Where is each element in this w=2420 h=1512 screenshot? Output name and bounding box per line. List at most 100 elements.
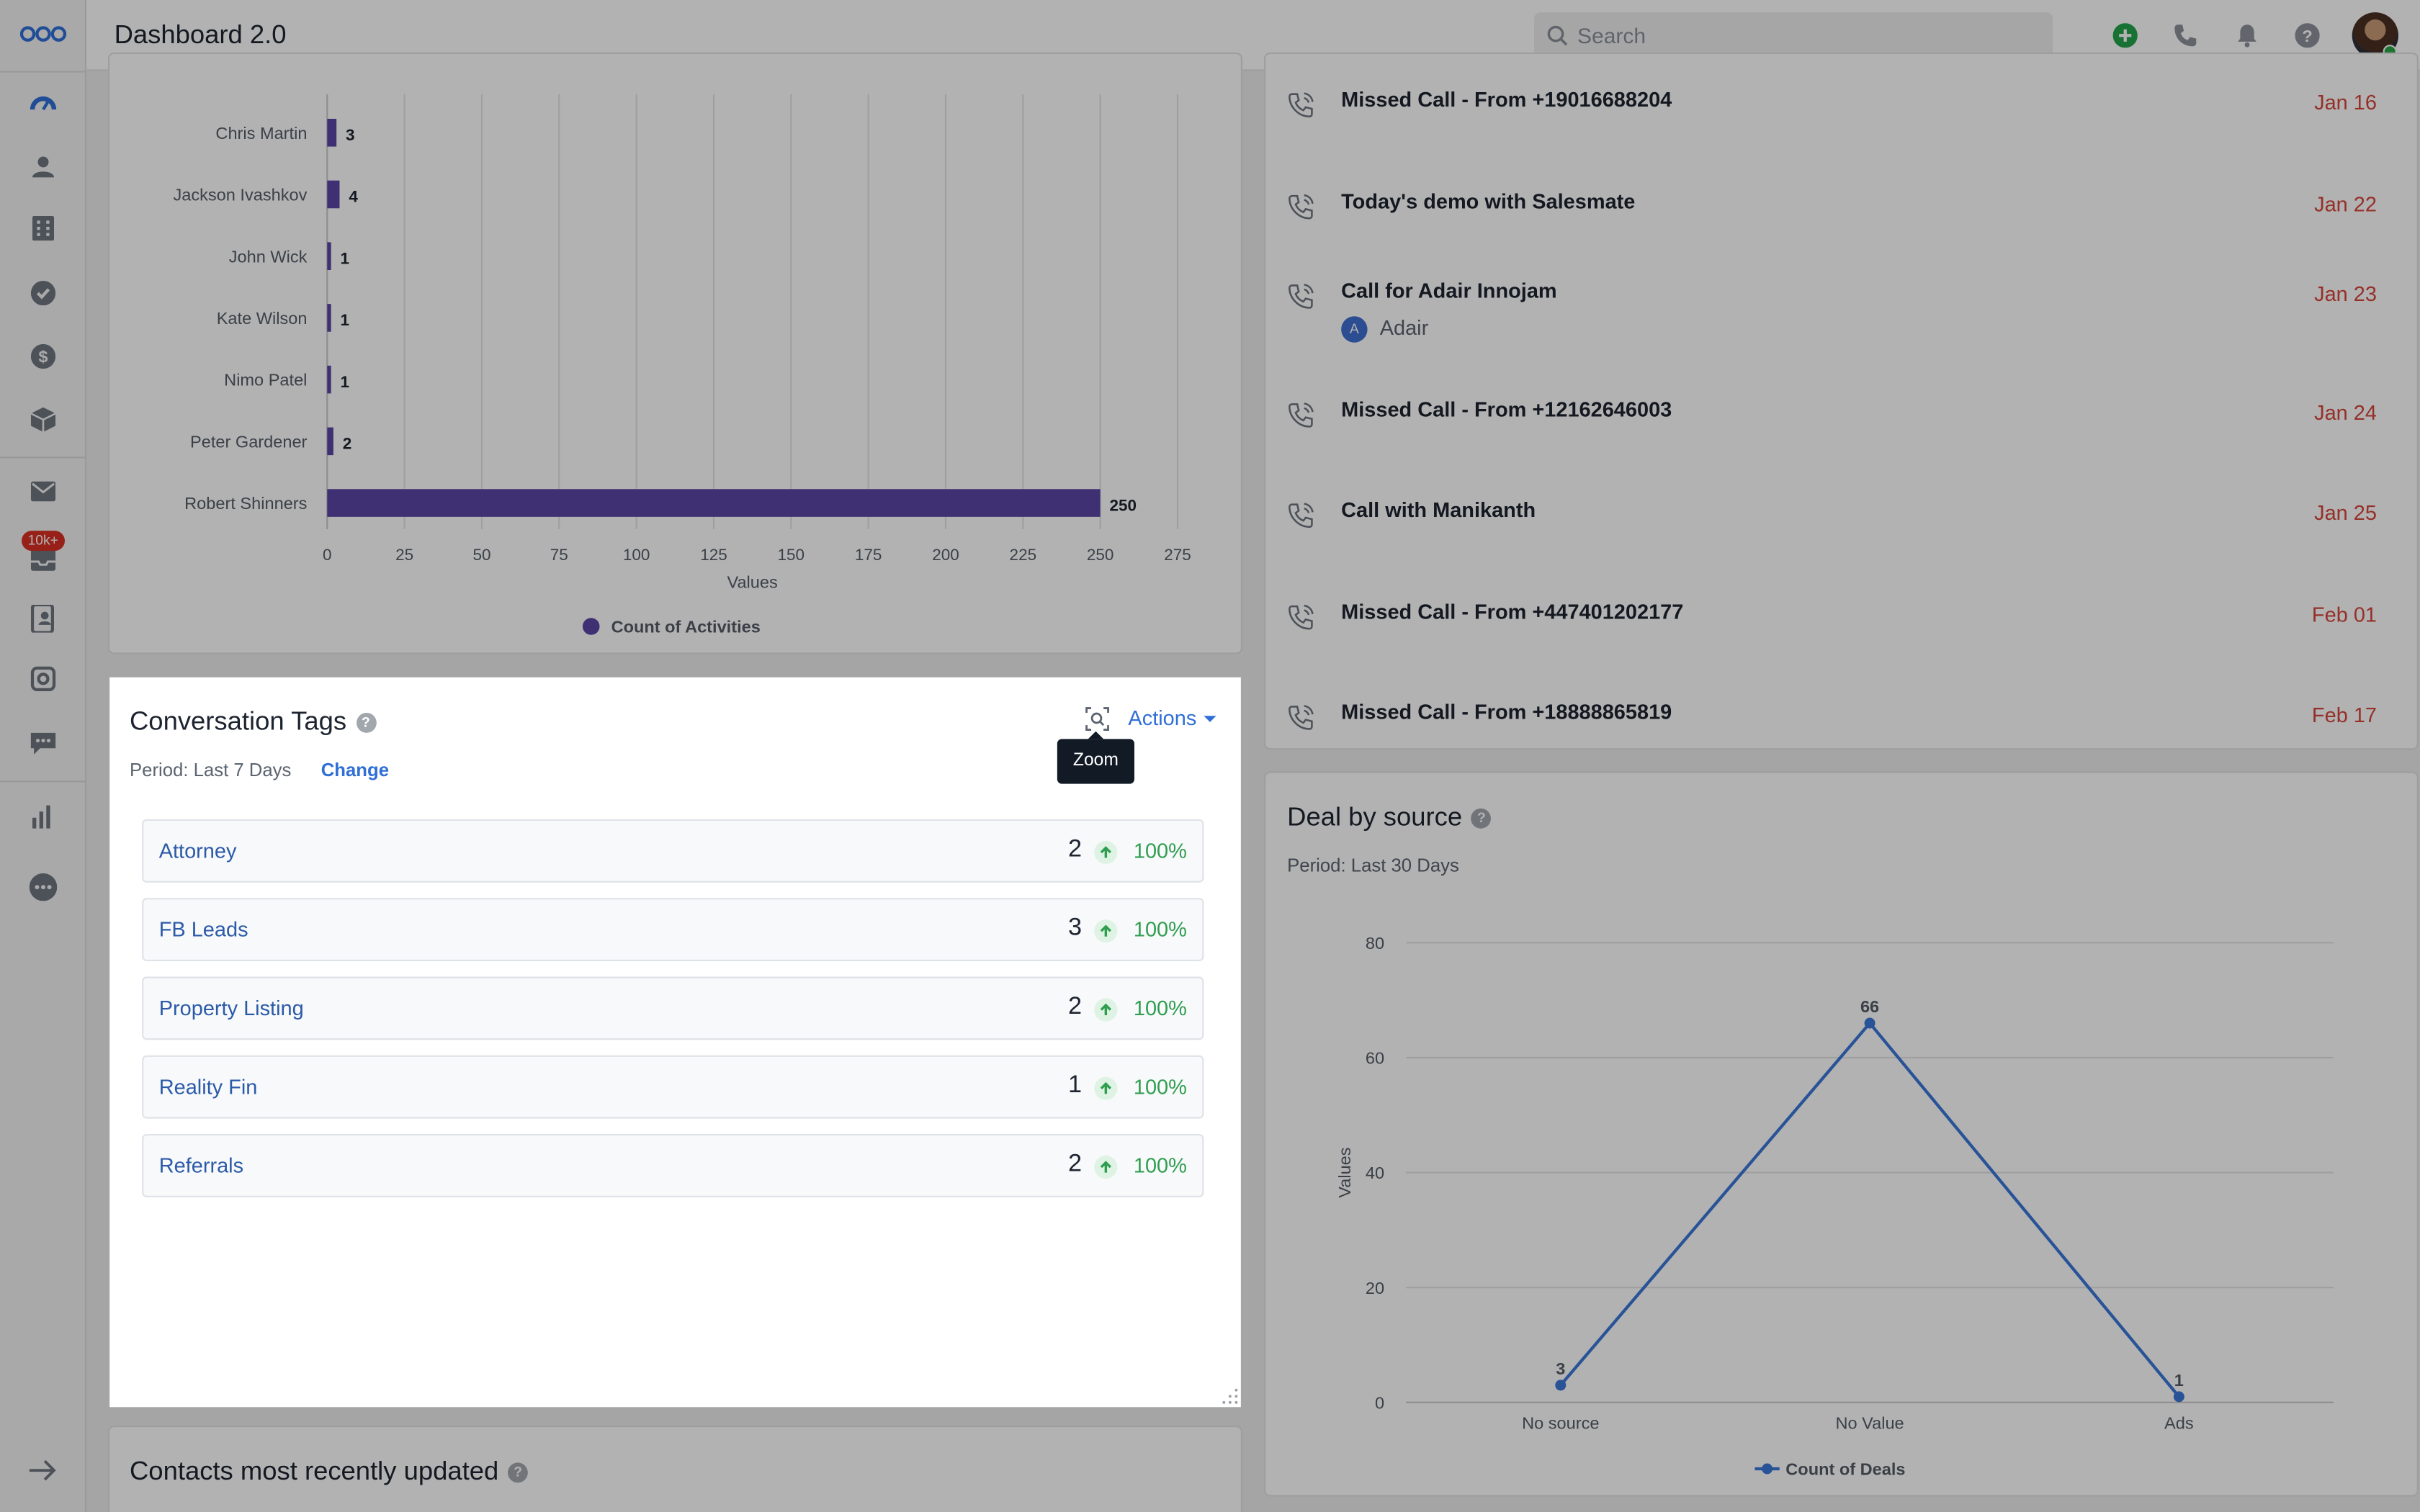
data-point[interactable] (2173, 1391, 2184, 1403)
contact-name: Adair (1379, 316, 1429, 340)
activity-row[interactable]: Today's demo with Salesmate Jan 22 (1265, 190, 2420, 267)
bar[interactable] (327, 119, 337, 147)
tag-row[interactable]: Reality Fin 1 100% (142, 1055, 1204, 1119)
help-icon[interactable]: ? (355, 712, 376, 733)
bar-value-label: 1 (341, 373, 350, 391)
sidebar: $ 10k+ (0, 0, 86, 1512)
tag-count: 1 (1068, 1072, 1083, 1099)
contacts-card-title: Contacts most recently updated? (130, 1457, 529, 1488)
help-icon[interactable]: ? (1471, 808, 1492, 829)
activity-date: Jan 24 (2314, 401, 2377, 425)
data-value-label: 1 (2174, 1371, 2184, 1390)
tag-name[interactable]: Property Listing (158, 996, 304, 1020)
contacts-card: Contacts most recently updated? (108, 1425, 1242, 1512)
activity-title[interactable]: Missed Call - From +447401202177 (1341, 600, 1684, 624)
tag-row[interactable]: Property Listing 2 100% (142, 976, 1204, 1040)
more-icon[interactable] (28, 872, 59, 903)
phone-call-icon (1289, 503, 1314, 528)
products-icon[interactable] (28, 404, 59, 435)
search-box[interactable] (1534, 12, 2053, 59)
reports-icon[interactable] (28, 801, 59, 832)
tag-row[interactable]: Referrals 2 100% (142, 1134, 1204, 1197)
email-icon[interactable] (28, 475, 59, 506)
bar[interactable] (327, 304, 331, 332)
activity-row[interactable]: Call with Manikanth Jan 25 (1265, 498, 2420, 575)
actions-dropdown[interactable]: Actions (1128, 706, 1217, 730)
x-category-label: No Value (1835, 1413, 1904, 1432)
add-icon[interactable] (2111, 22, 2139, 50)
activity-title[interactable]: Call for Adair Innojam (1341, 279, 1557, 302)
deals-icon[interactable]: $ (28, 341, 59, 372)
legend-label[interactable]: Count of Deals (1785, 1460, 1905, 1479)
x-category-label: No source (1522, 1413, 1599, 1432)
legend-label[interactable]: Count of Activities (611, 618, 761, 636)
data-point[interactable] (1555, 1380, 1567, 1391)
x-tick-label: 50 (472, 546, 490, 564)
tag-name[interactable]: Reality Fin (158, 1075, 258, 1099)
bar[interactable] (327, 489, 1101, 517)
tag-row[interactable]: Attorney 2 100% (142, 819, 1204, 883)
activity-title[interactable]: Missed Call - From +12162646003 (1341, 397, 1672, 421)
activity-row[interactable]: Missed Call - From +18888865819 Feb 17 (1265, 701, 2420, 778)
contacts-book-icon[interactable] (28, 603, 59, 634)
resize-handle-icon[interactable] (1222, 1388, 1238, 1404)
activity-row[interactable]: Missed Call - From +447401202177 Feb 01 (1265, 600, 2420, 678)
deal-line-chart: 0 20 40 60 80 Values 3 No source 66 No Value 1 Ads C… (1335, 934, 2334, 1479)
zoom-icon[interactable] (1085, 706, 1109, 731)
chat-icon[interactable] (28, 728, 59, 759)
logo-icon[interactable] (19, 22, 67, 46)
activity-title[interactable]: Missed Call - From +18888865819 (1341, 700, 1672, 724)
phone-call-icon (1289, 194, 1314, 220)
tag-count: 2 (1068, 836, 1083, 863)
activity-title[interactable]: Call with Manikanth (1341, 498, 1536, 522)
contacts-icon[interactable] (28, 151, 59, 182)
activities-chart-card: 0 25 50 75 100 125 150 175 200 225 250 275 Chris Mar… (108, 52, 1242, 654)
activity-date: Jan 22 (2314, 192, 2377, 216)
arrow-up-icon (1094, 1156, 1118, 1179)
dashboard-icon[interactable] (28, 88, 59, 119)
bar[interactable] (327, 365, 331, 394)
x-tick-label: 75 (550, 546, 568, 564)
search-input[interactable] (1577, 12, 2040, 59)
bar-value-label: 3 (346, 126, 355, 144)
tasks-icon[interactable] (28, 278, 59, 309)
activity-date: Feb 01 (2311, 603, 2377, 626)
phone-icon[interactable] (2172, 22, 2200, 50)
companies-icon[interactable] (28, 213, 59, 244)
tag-row[interactable]: FB Leads 3 100% (142, 898, 1204, 961)
bar-value-label: 2 (343, 435, 352, 453)
bar-value-label: 1 (341, 249, 350, 267)
inbox-icon[interactable] (28, 544, 59, 575)
bar[interactable] (327, 242, 331, 270)
tag-name[interactable]: Attorney (158, 839, 237, 863)
x-tick-label: 0 (323, 546, 332, 564)
activity-row[interactable]: Missed Call - From +19016688204 Jan 16 (1265, 88, 2420, 165)
expand-sidebar-icon[interactable] (28, 1455, 59, 1486)
activity-date: Jan 25 (2314, 501, 2377, 525)
activity-contact[interactable]: A Adair (1341, 316, 1429, 343)
y-axis-label: Values (1335, 1147, 1354, 1197)
activity-row[interactable]: Missed Call - From +12162646003 Jan 24 (1265, 398, 2420, 475)
bar-value-label: 4 (349, 188, 358, 206)
activity-title[interactable]: Missed Call - From +19016688204 (1341, 88, 1672, 112)
automation-icon[interactable] (28, 663, 59, 694)
tag-name[interactable]: Referrals (158, 1153, 244, 1177)
tag-name[interactable]: FB Leads (158, 918, 248, 942)
data-point[interactable] (1864, 1017, 1876, 1029)
bar-value-label: 1 (341, 311, 350, 329)
activity-title[interactable]: Today's demo with Salesmate (1341, 189, 1636, 213)
help-icon[interactable]: ? (508, 1462, 529, 1483)
tag-count: 2 (1068, 1151, 1083, 1177)
inbox-badge: 10k+ (22, 531, 65, 551)
x-tick-label: 175 (855, 546, 882, 564)
bar[interactable] (327, 180, 340, 209)
bell-icon[interactable] (2233, 22, 2262, 50)
activity-row[interactable]: Call for Adair Innojam Jan 23 A Adair (1265, 279, 2420, 356)
tag-count: 3 (1068, 914, 1083, 942)
phone-call-icon (1289, 284, 1314, 309)
help-icon[interactable]: ? (2293, 22, 2321, 50)
bar[interactable] (327, 427, 333, 456)
arrow-up-icon (1094, 840, 1118, 864)
tag-percent: 100% (1133, 839, 1187, 863)
change-period-link[interactable]: Change (321, 759, 390, 781)
